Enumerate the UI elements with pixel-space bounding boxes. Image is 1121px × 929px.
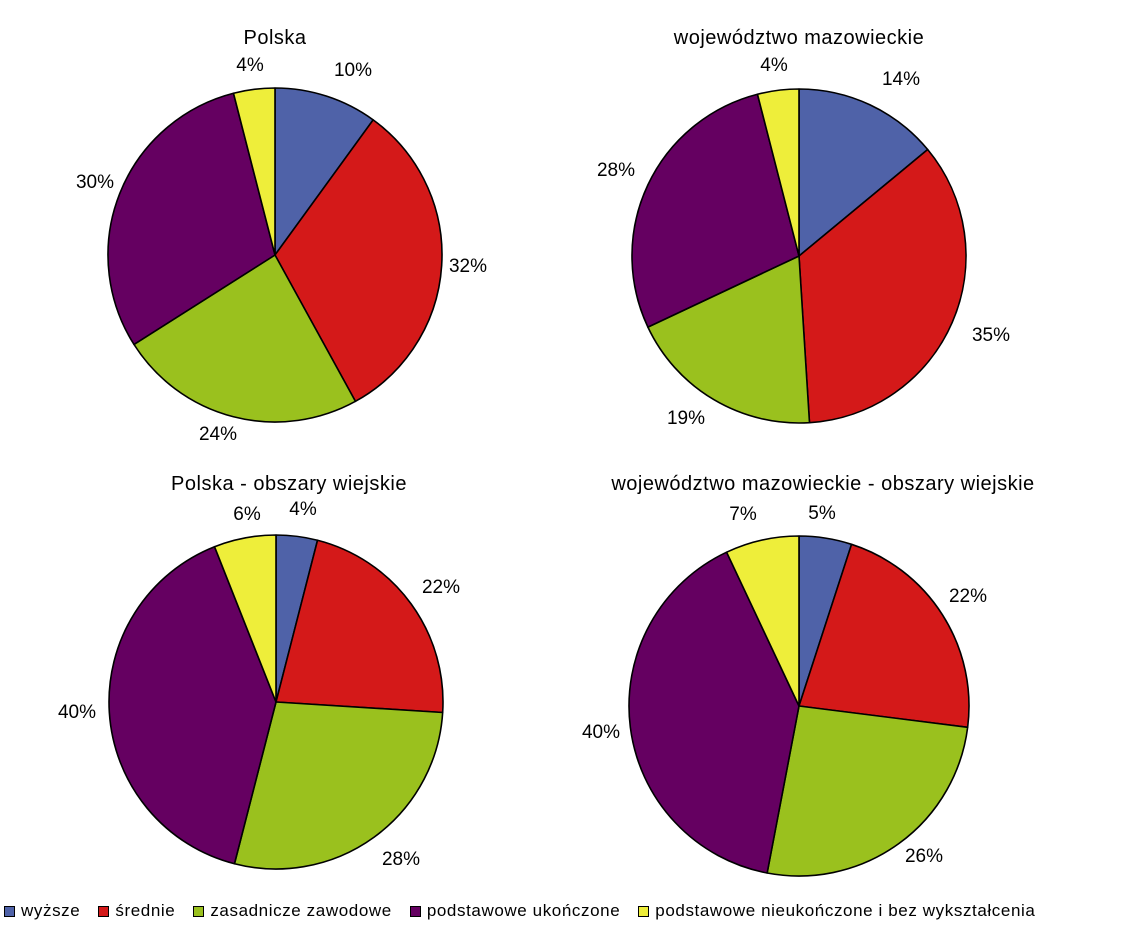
legend-label: średnie: [115, 901, 176, 920]
pie-chart-1: Polska 10% 32% 24% 30% 4%: [76, 27, 487, 445]
slice-label: 22%: [949, 586, 987, 607]
pie-slice: [213, 534, 277, 703]
legend-swatch: [409, 905, 421, 917]
slice-label: 5%: [808, 503, 836, 524]
legend-item: podstawowe nieukończone i bez wykształce…: [638, 901, 1035, 921]
slice-label: 14%: [882, 69, 920, 90]
slice-label: 24%: [199, 424, 237, 445]
pie-slice: [628, 551, 800, 874]
pie-slice: [232, 87, 276, 256]
legend-item: podstawowe ukończone: [409, 901, 621, 921]
pie-slice: [647, 255, 811, 424]
slice-label: 22%: [422, 577, 460, 598]
chart-title: Polska - obszary wiejskie: [171, 473, 407, 495]
slice-label: 28%: [597, 160, 635, 181]
chart-title: województwo mazowieckie - obszary wiejsk…: [610, 473, 1034, 495]
legend-swatch: [193, 905, 205, 917]
slice-label: 4%: [289, 499, 317, 520]
legend-item: wyższe: [4, 901, 80, 921]
pie-slice: [274, 119, 443, 403]
pie-slice: [766, 705, 969, 877]
legend-label: podstawowe nieukończone i bez wykształce…: [655, 901, 1036, 920]
slice-label: 35%: [972, 325, 1010, 346]
legend: wyższe średnie zasadnicze zawodowe podstawo…: [4, 896, 1120, 926]
slice-label: 32%: [449, 256, 487, 277]
slice-label: 40%: [582, 722, 620, 743]
slice-label: 40%: [58, 702, 96, 723]
pie-chart-4: województwo mazowieckie - obszary wiejsk…: [582, 473, 1034, 877]
pie-slice: [798, 88, 929, 257]
pie-slice: [233, 701, 444, 870]
slice-label: 30%: [76, 172, 114, 193]
legend-label: zasadnicze zawodowe: [210, 901, 392, 920]
pie-slice: [108, 545, 277, 865]
pie-slice: [725, 535, 800, 707]
pie-slice: [274, 87, 374, 256]
legend-label: podstawowe ukończone: [426, 901, 621, 920]
pie-slice: [631, 93, 800, 328]
pie-slice: [756, 88, 800, 257]
pie-slice: [133, 254, 357, 423]
slice-label: 4%: [760, 55, 788, 76]
slice-label: 28%: [382, 849, 420, 870]
pie-slice: [798, 148, 967, 424]
pie-chart-2: województwo mazowieckie 14% 35% 19% 28% 4%: [597, 27, 1010, 429]
pie-slice: [798, 543, 970, 729]
legend-swatch: [4, 905, 15, 917]
legend-swatch: [98, 905, 110, 917]
pie-slice: [275, 539, 444, 714]
slice-label: 6%: [233, 504, 261, 525]
legend-swatch: [638, 905, 650, 917]
legend-item: średnie: [98, 901, 175, 921]
pie-chart-3: Polska - obszary wiejskie 4% 22% 28% 40% 6%: [58, 473, 460, 870]
slice-label: 19%: [667, 408, 705, 429]
chart-title: województwo mazowieckie: [673, 27, 924, 49]
slice-label: 10%: [334, 60, 372, 81]
slice-label: 7%: [729, 504, 757, 525]
slice-label: 26%: [905, 846, 943, 867]
pie-slice: [107, 92, 276, 346]
legend-item: zasadnicze zawodowe: [193, 901, 392, 921]
legend-label: wyższe: [21, 901, 81, 920]
slice-label: 4%: [236, 55, 264, 76]
chart-title: Polska: [243, 27, 306, 49]
